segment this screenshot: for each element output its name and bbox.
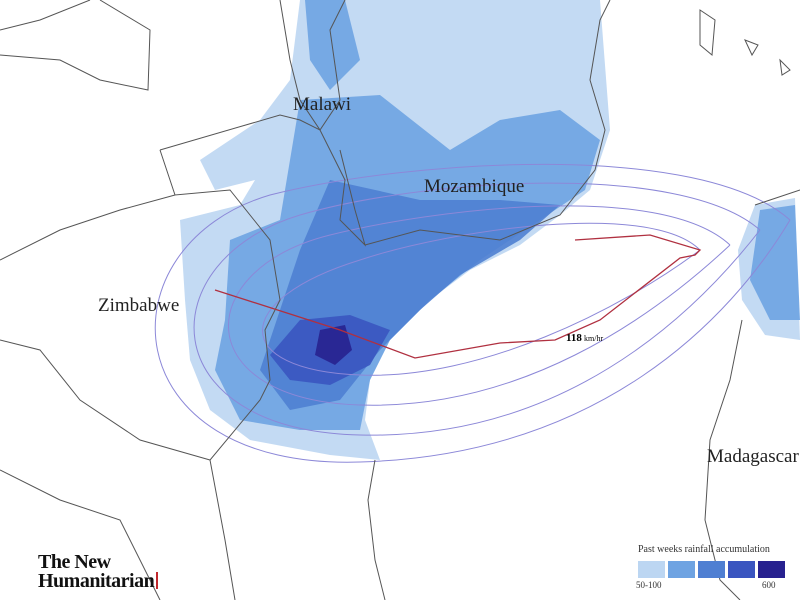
border [0,339,211,461]
wind-contour [193,182,761,436]
rainfall [180,0,800,460]
border [364,0,611,246]
storm-track [214,234,702,359]
legend-swatch [758,561,785,578]
wind-contours [154,163,791,463]
logo-line: The New [38,551,111,573]
storm-speed: 118 [566,332,582,344]
logo: The New Humanitarian [38,551,159,592]
rainfall-area [315,325,352,365]
legend-title: Past weeks rainfall accumulation [638,544,770,555]
wind-contour [228,205,731,406]
country-label: Zimbabwe [98,295,179,316]
border [0,0,91,31]
legend-max-label: 600 [762,580,776,590]
legend-swatches [638,561,785,578]
country-label: Mozambique [424,176,524,197]
logo-line: Humanitarian [38,570,155,592]
border [279,0,367,247]
border [0,0,151,91]
legend-swatch [728,561,755,578]
border [699,9,791,76]
legend-min-label: 50-100 [636,580,662,590]
border [704,189,800,600]
border [159,149,281,600]
country-label: Madagascar [707,446,799,467]
border [0,194,176,261]
logo-bar [156,572,159,589]
legend-swatch [698,561,725,578]
country-label: Malawi [293,94,351,115]
country-labels: Malawi Mozambique Zimbabwe Madagascar [98,94,799,467]
border [367,459,386,600]
wind-contour [262,222,701,376]
legend-swatch [638,561,665,578]
border [0,469,161,600]
rainfall-area [750,205,800,320]
wind-contour [154,163,791,463]
legend-swatch [668,561,695,578]
storm-unit: km/hr [584,334,603,343]
